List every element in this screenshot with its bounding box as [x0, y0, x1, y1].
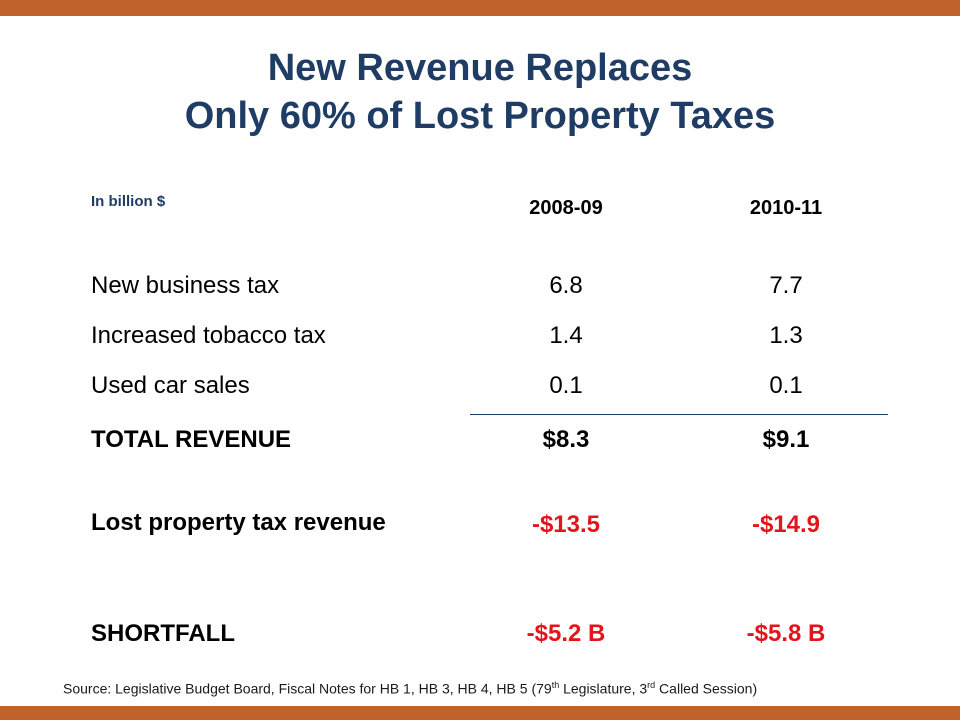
row-label: Used car sales [91, 372, 250, 399]
source-footnote: Source: Legislative Budget Board, Fiscal… [63, 680, 757, 697]
source-text-c: Called Session) [655, 680, 758, 697]
row-label: SHORTFALL [91, 620, 235, 647]
row-value-2008-09: 0.1 [549, 372, 583, 399]
row-value-2008-09: $8.3 [542, 426, 590, 453]
title-line-2: Only 60% of Lost Property Taxes [184, 95, 776, 137]
title-line-1: New Revenue Replaces [267, 47, 693, 89]
slide-title: New Revenue Replaces Only 60% of Lost Pr… [0, 44, 960, 140]
total-divider-line [470, 414, 888, 415]
row-label: New business tax [91, 272, 280, 299]
row-label: Lost property tax revenue [91, 509, 386, 536]
unit-label: In billion $ [91, 193, 166, 210]
source-sup-b: rd [647, 680, 656, 690]
top-accent-bar [0, 0, 960, 16]
row-value-2010-11: -$14.9 [751, 511, 821, 538]
source-sup-a: th [551, 680, 560, 690]
row-value-2008-09: -$5.2 B [526, 620, 606, 647]
row-label: TOTAL REVENUE [91, 426, 292, 453]
source-text-a: Source: Legislative Budget Board, Fiscal… [63, 680, 552, 697]
row-value-2010-11: -$5.8 B [746, 620, 826, 647]
row-value-2010-11: 0.1 [769, 372, 803, 399]
row-value-2010-11: 1.3 [769, 322, 803, 349]
row-value-2010-11: $9.1 [762, 426, 810, 453]
source-text-b: Legislature, 3 [559, 680, 648, 697]
bottom-accent-bar [0, 706, 960, 720]
row-value-2008-09: -$13.5 [531, 511, 601, 538]
row-value-2008-09: 1.4 [549, 322, 583, 349]
row-label: Increased tobacco tax [91, 322, 326, 349]
column-header-2010-11: 2010-11 [749, 197, 823, 219]
row-value-2010-11: 7.7 [769, 272, 803, 299]
row-value-2008-09: 6.8 [549, 272, 583, 299]
column-header-2008-09: 2008-09 [529, 197, 603, 219]
